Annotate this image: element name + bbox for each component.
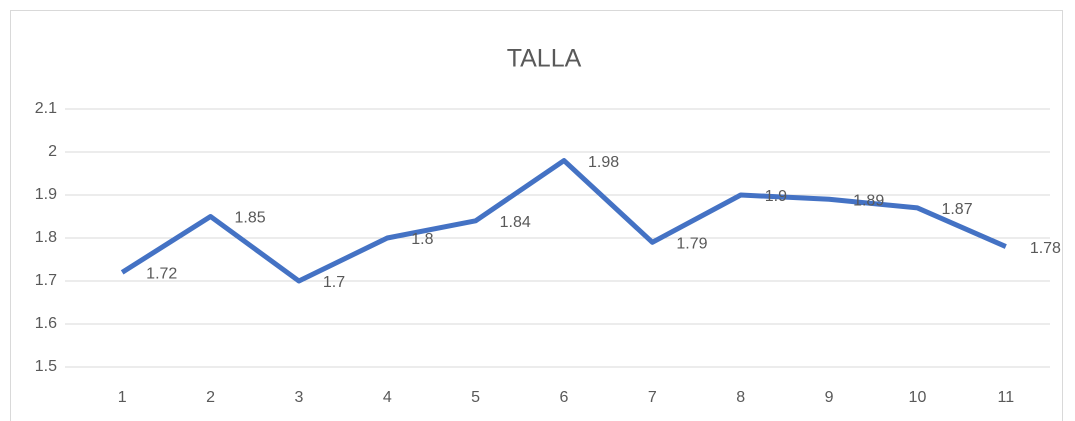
y-tick-label: 1.8: [35, 229, 57, 246]
x-tick-label: 2: [206, 389, 215, 406]
x-tick-label: 4: [383, 389, 392, 406]
data-label: 1.89: [853, 193, 884, 210]
y-tick-label: 1.5: [35, 358, 57, 375]
data-label: 1.72: [146, 266, 177, 283]
x-tick-label: 9: [825, 389, 834, 406]
data-label: 1.87: [941, 201, 972, 218]
data-label: 1.84: [500, 214, 531, 231]
data-label: 1.8: [411, 231, 433, 248]
data-label: 1.78: [1030, 240, 1061, 257]
y-tick-label: 1.6: [35, 315, 57, 332]
y-tick-label: 1.9: [35, 186, 57, 203]
data-label: 1.7: [323, 274, 345, 291]
chart-title: TALLA: [507, 45, 582, 73]
y-tick-label: 1.7: [35, 272, 57, 289]
data-line: [120, 158, 1007, 284]
data-label: 1.85: [235, 210, 266, 227]
y-tick-label: 2: [48, 143, 57, 160]
x-tick-label: 10: [909, 389, 927, 406]
chart-border: [10, 10, 1063, 421]
x-tick-label: 11: [998, 389, 1015, 406]
y-tick-label: 2.1: [35, 100, 57, 117]
x-tick-label: 6: [560, 389, 569, 406]
data-label: 1.79: [676, 236, 707, 253]
x-tick-label: 5: [471, 389, 480, 406]
data-label: 1.9: [765, 188, 787, 205]
x-tick-label: 7: [648, 389, 657, 406]
x-tick-label: 1: [118, 389, 127, 406]
x-tick-label: 8: [736, 389, 745, 406]
data-label: 1.98: [588, 154, 619, 171]
x-tick-label: 3: [294, 389, 303, 406]
